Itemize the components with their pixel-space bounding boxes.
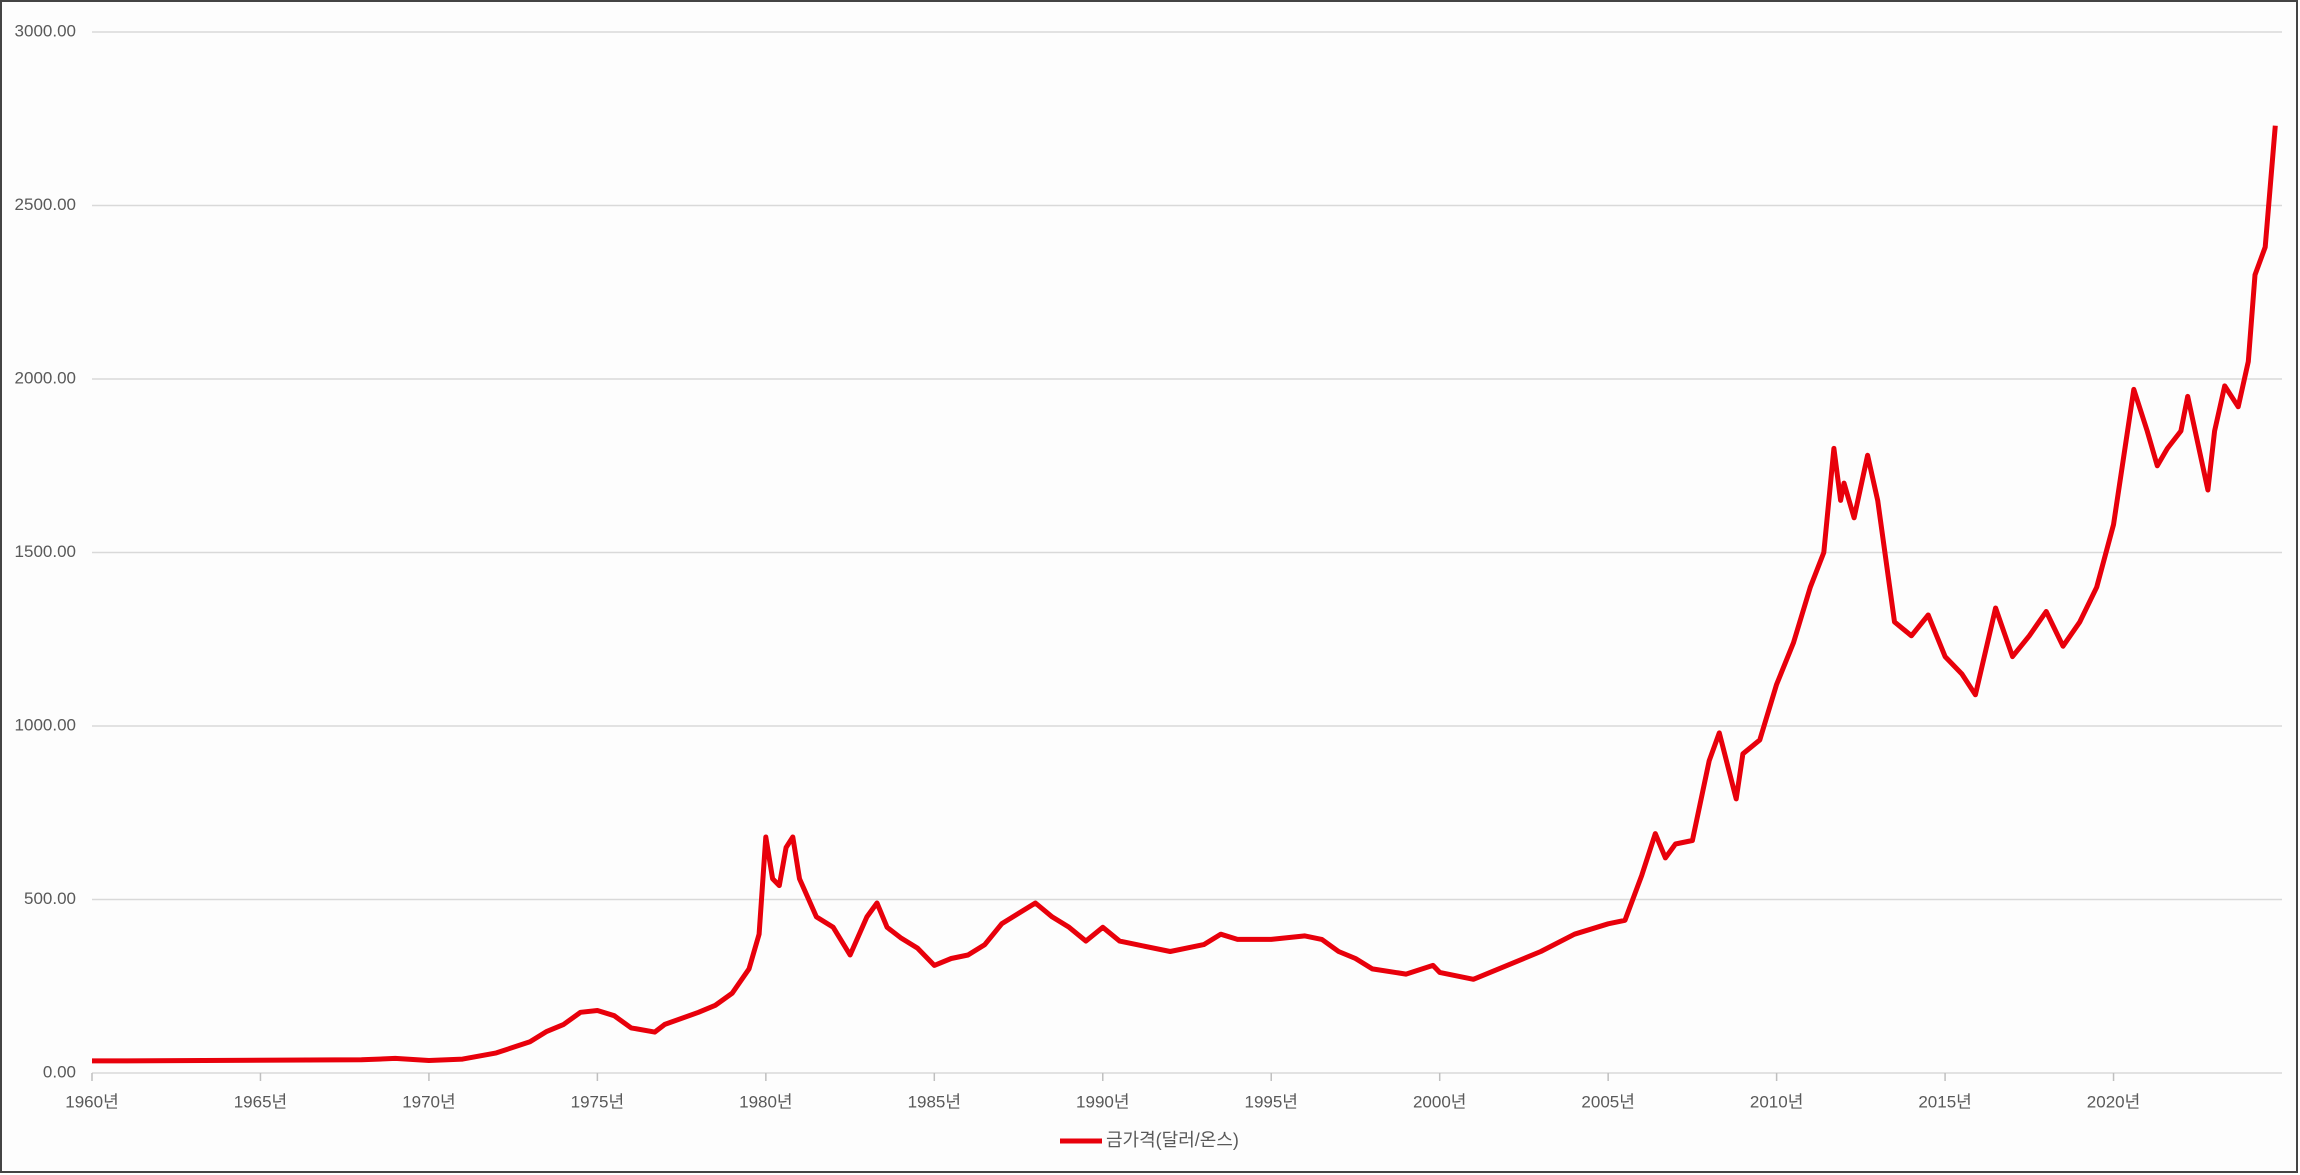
y-tick-label: 0.00 bbox=[43, 1062, 76, 1081]
legend-label: 금가격(달러/온스) bbox=[1106, 1130, 1239, 1150]
x-tick-label: 2020년 bbox=[2087, 1092, 2140, 1111]
x-tick-label: 2015년 bbox=[1918, 1092, 1971, 1111]
x-tick-label: 2010년 bbox=[1750, 1092, 1803, 1111]
line bbox=[92, 125, 2278, 1064]
x-tick-label: 2000년 bbox=[1413, 1092, 1466, 1111]
y-tick-label: 1000.00 bbox=[15, 715, 76, 734]
y-tick-label: 3000.00 bbox=[15, 21, 76, 40]
x-tick-label: 1990년 bbox=[1076, 1092, 1129, 1111]
x-tick-label: 1970년 bbox=[402, 1092, 455, 1111]
x-tick-label: 1985년 bbox=[908, 1092, 961, 1111]
x-tick-label: 1995년 bbox=[1244, 1092, 1297, 1111]
y-tick-label: 1500.00 bbox=[15, 542, 76, 561]
y-tick-label: 2000.00 bbox=[15, 368, 76, 387]
x-tick-label: 1960년 bbox=[65, 1092, 118, 1111]
x-tick-label: 1980년 bbox=[739, 1092, 792, 1111]
y-tick-label: 2500.00 bbox=[15, 195, 76, 214]
x-tick-label: 1965년 bbox=[234, 1092, 287, 1111]
x-tick-label: 2005년 bbox=[1581, 1092, 1634, 1111]
y-tick-label: 500.00 bbox=[24, 889, 76, 908]
x-tick-label: 1975년 bbox=[571, 1092, 624, 1111]
